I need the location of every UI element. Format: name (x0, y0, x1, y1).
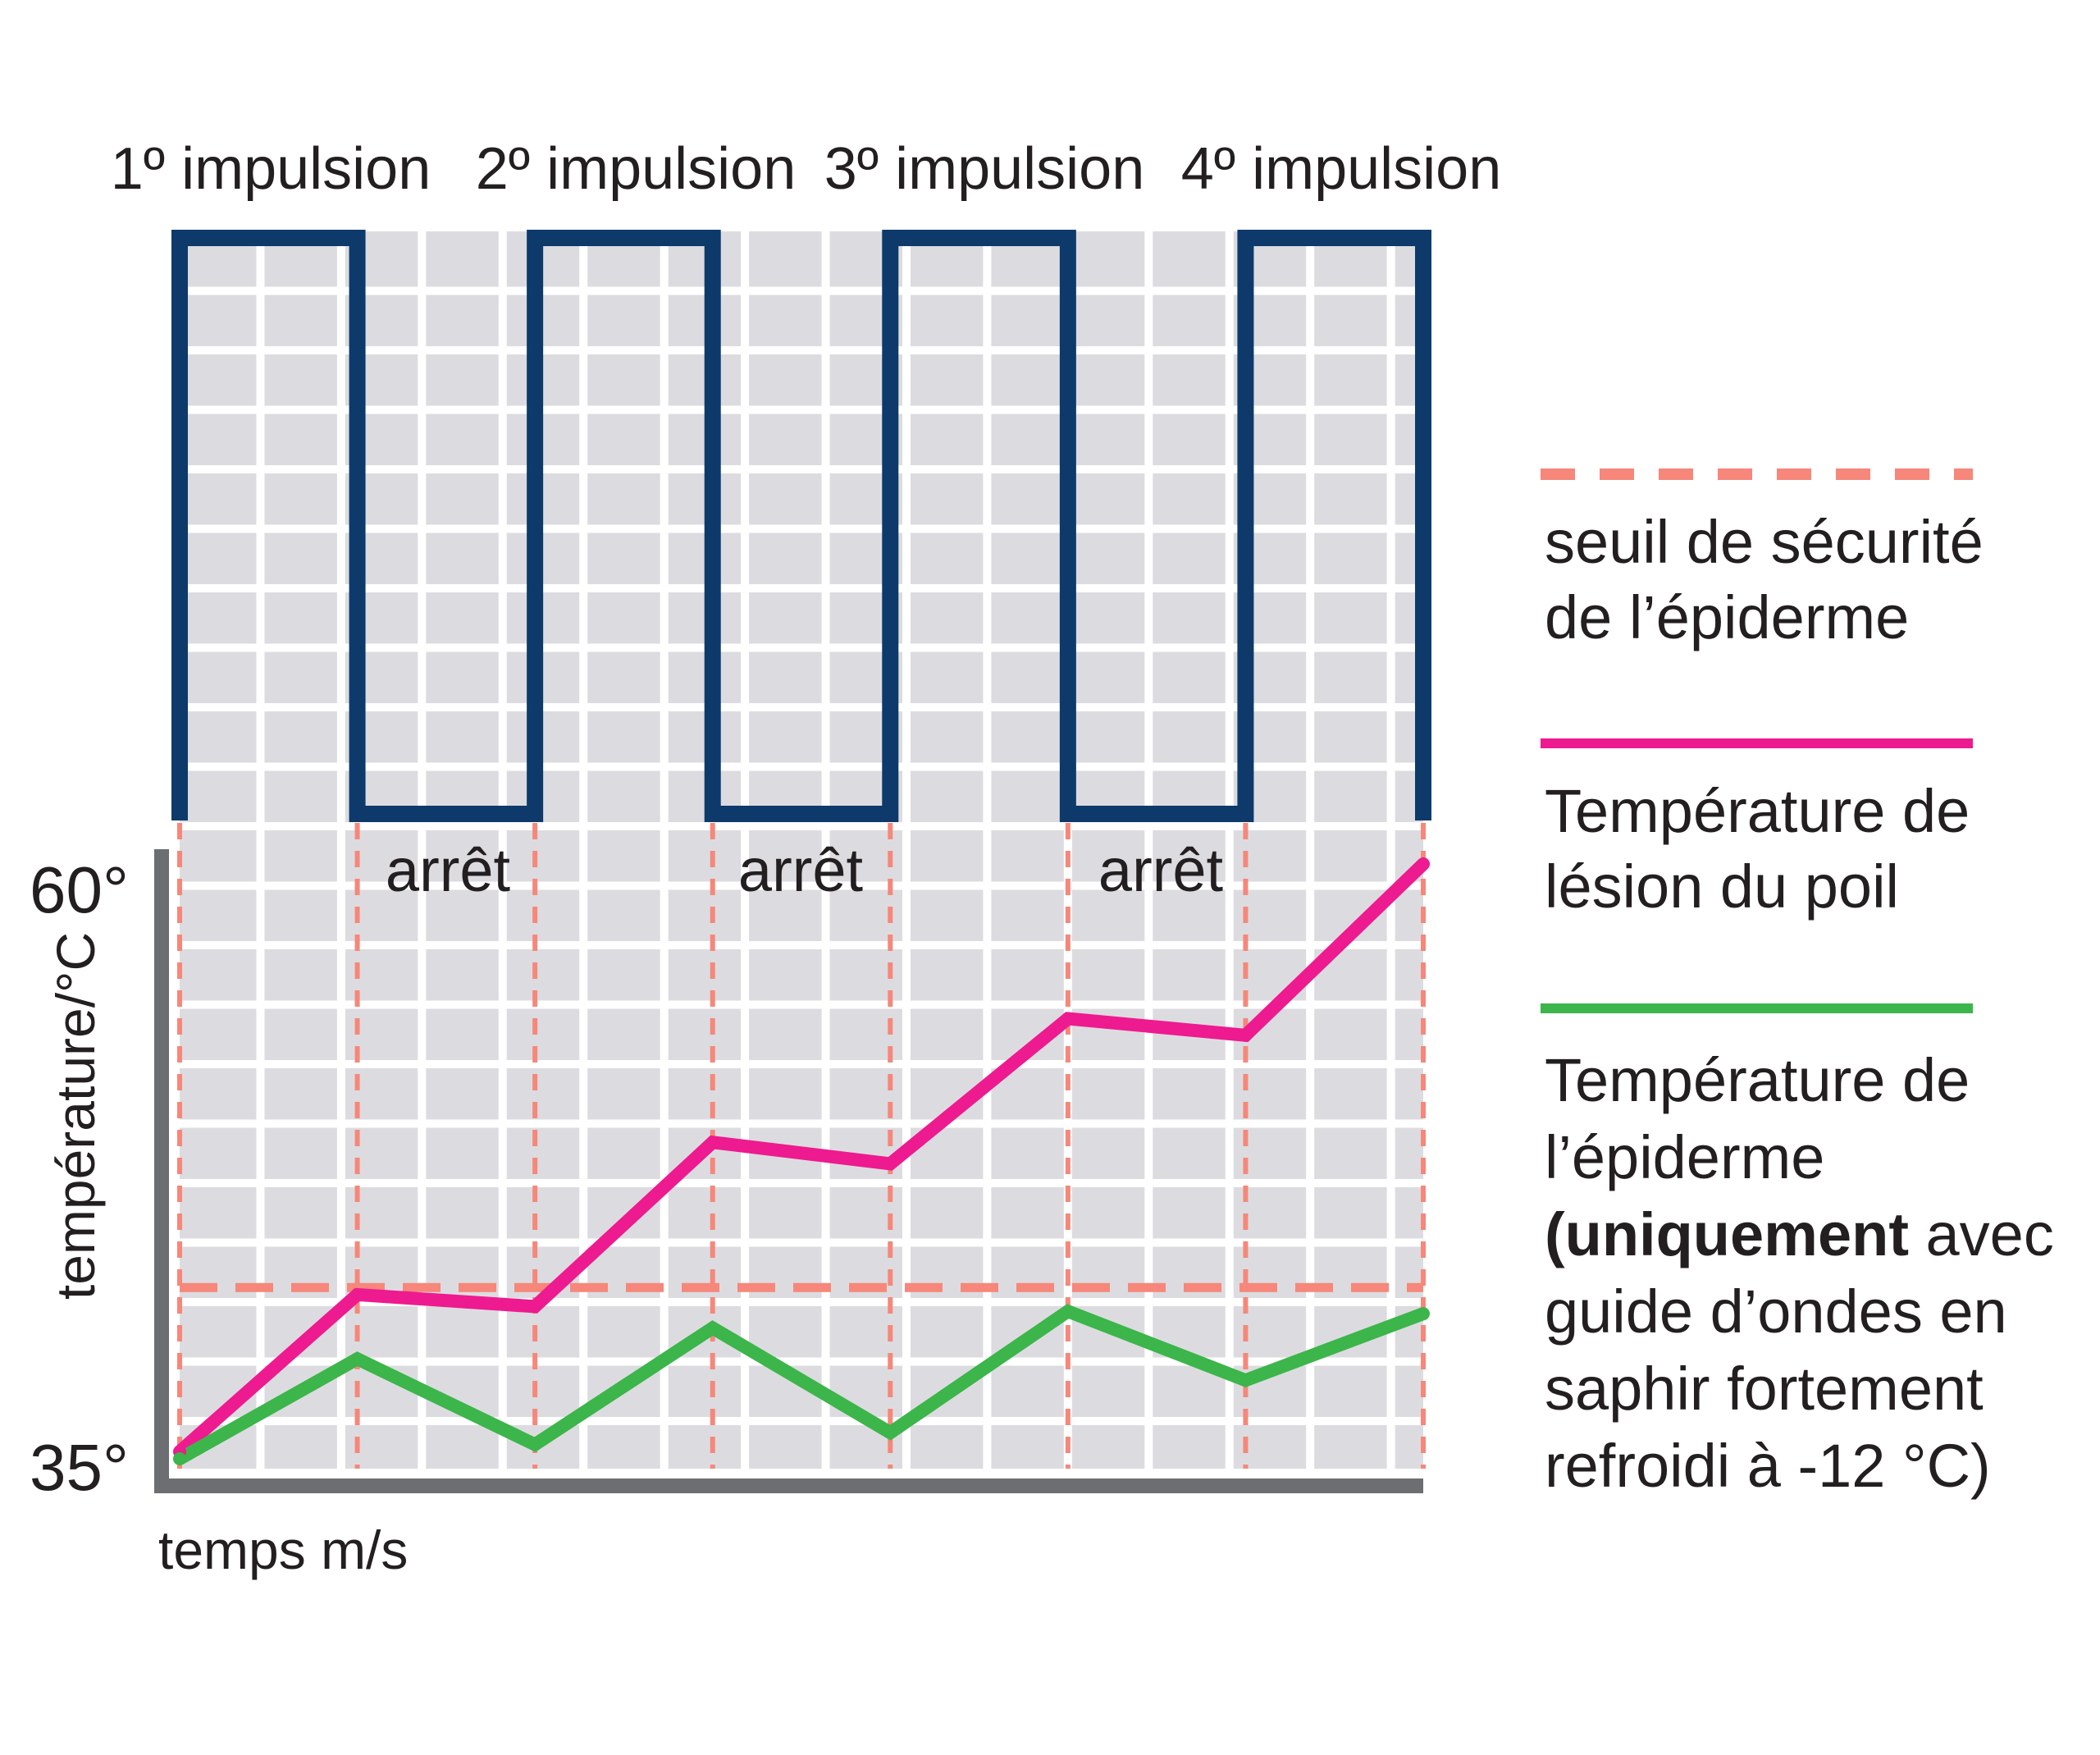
legend-hair-line-1: Température de (1545, 777, 1970, 845)
legend-epi-line-5: saphir fortement (1545, 1355, 1984, 1423)
pulse-label-1: 1º impulsion (111, 136, 431, 202)
grid-fill (180, 231, 1423, 1469)
off-label-3: arrêt (1098, 836, 1224, 904)
legend: seuil de sécurité de l’épiderme Températ… (1541, 468, 2054, 1500)
legend-epi-line-2: l’épiderme (1545, 1123, 1824, 1191)
legend-epi-line-3: (uniquement avec (1545, 1200, 2054, 1268)
legend-epi-line-1: Température de (1545, 1046, 1970, 1114)
data-point-hair-4 (883, 1157, 897, 1171)
data-point-epidermis-4 (883, 1426, 897, 1440)
off-label-1: arrêt (386, 836, 511, 904)
data-point-epidermis-5 (1061, 1305, 1075, 1319)
pulse-label-4: 4º impulsion (1181, 136, 1501, 202)
series-points (173, 857, 1430, 1465)
grid-background (180, 231, 1423, 1469)
data-point-hair-6 (1239, 1028, 1253, 1042)
legend-epi-line-3-rest: avec (1909, 1200, 2054, 1268)
y-tick-60: 60° (30, 853, 129, 926)
data-point-epidermis-1 (350, 1352, 364, 1366)
data-point-hair-5 (1061, 1012, 1075, 1026)
legend-threshold-line-2: de l’épiderme (1545, 583, 1909, 651)
series-line-hair-lesion (175, 859, 1428, 1457)
data-point-epidermis-2 (528, 1437, 542, 1451)
data-point-hair-1 (350, 1287, 364, 1301)
data-point-hair-3 (705, 1136, 719, 1149)
legend-epi-emphasis: (uniquement (1545, 1200, 1909, 1268)
pulse-label-2: 2º impulsion (476, 136, 796, 202)
y-tick-35: 35° (30, 1431, 129, 1504)
series-line-epidermis (176, 1304, 1426, 1465)
legend-hair-line-2: lésion du poil (1545, 852, 1899, 921)
off-label-2: arrêt (738, 836, 864, 904)
pulse-label-3: 3º impulsion (824, 136, 1144, 202)
data-point-epidermis-0 (173, 1452, 186, 1465)
data-point-epidermis-7 (1417, 1307, 1430, 1321)
data-point-epidermis-6 (1239, 1373, 1253, 1387)
y-axis-line (154, 849, 169, 1493)
legend-threshold-line-1: seuil de sécurité (1545, 508, 1984, 576)
legend-epi-line-4: guide d’ondes en (1545, 1277, 2007, 1346)
pulse-waveform (171, 230, 1431, 822)
data-point-hair-2 (528, 1300, 542, 1314)
legend-epi-line-6: refroidi à -12 °C) (1545, 1432, 1991, 1500)
data-point-hair-7 (1417, 857, 1430, 871)
x-axis-title: temps m/s (158, 1520, 408, 1580)
y-axis-title: température/°C (45, 932, 106, 1300)
data-point-epidermis-3 (705, 1321, 719, 1335)
x-axis-line (154, 1478, 1423, 1493)
